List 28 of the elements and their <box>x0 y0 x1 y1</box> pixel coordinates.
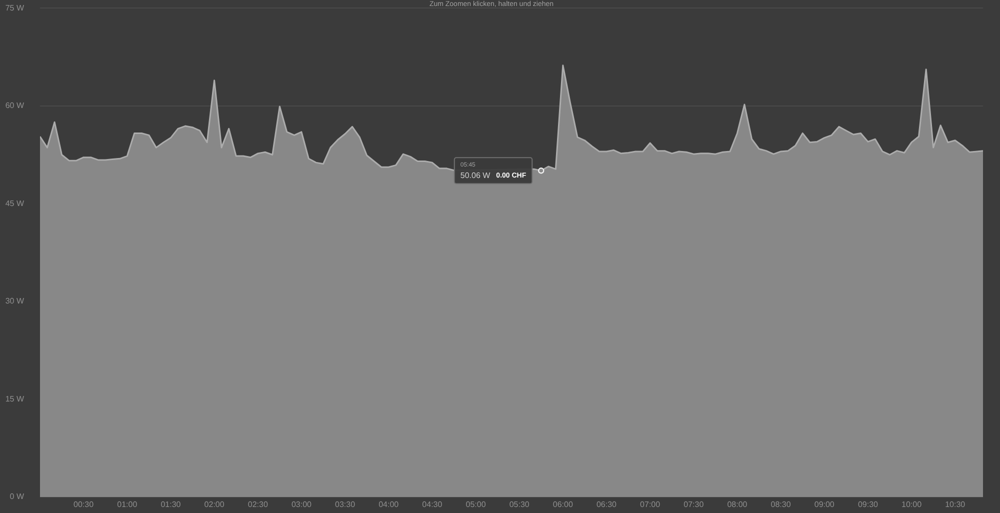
annotation: 50.06 W <box>460 170 491 180</box>
x-tick-label: 00:30 <box>74 500 94 510</box>
x-tick-label: 04:30 <box>422 500 443 510</box>
y-tick-label: 75 W <box>5 3 24 12</box>
x-tick-label: 10:30 <box>945 500 966 510</box>
y-tick-label: 30 W <box>5 296 24 306</box>
x-tick-label: 07:30 <box>684 500 704 510</box>
x-tick-label: 08:00 <box>727 500 748 510</box>
x-tick-label: 05:00 <box>466 500 486 510</box>
x-tick-label: 09:30 <box>858 500 879 510</box>
y-tick-label: 60 W <box>5 101 24 110</box>
x-tick-label: 02:30 <box>248 500 268 510</box>
x-tick-label: 08:30 <box>770 500 792 510</box>
x-tick-label: 03:30 <box>335 500 356 510</box>
x-tick-label: 05:30 <box>509 500 530 510</box>
x-tick-label: 06:00 <box>552 500 574 510</box>
y-tick-label: 15 W <box>5 394 24 404</box>
x-tick-label: 07:00 <box>640 500 661 510</box>
x-tick-label: 10:00 <box>902 500 922 510</box>
x-tick-label: 09:00 <box>814 500 835 510</box>
y-tick-label: 45 W <box>5 198 24 208</box>
x-tick-label: 01:30 <box>160 500 182 510</box>
x-tick-label: 01:00 <box>117 500 138 510</box>
x-tick-label: 02:00 <box>204 500 225 510</box>
x-tick-label: 04:00 <box>378 500 400 510</box>
x-tick-label: 03:00 <box>291 500 312 510</box>
y-tick-label: 0 W <box>10 492 24 502</box>
x-tick-label: 06:30 <box>596 500 618 510</box>
